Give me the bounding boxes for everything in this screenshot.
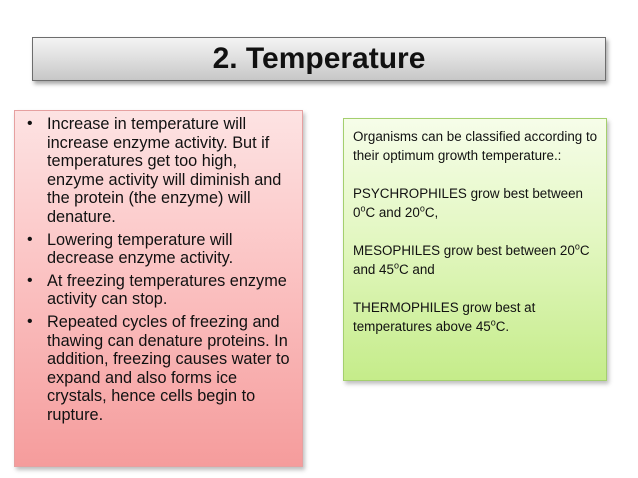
- bullet-icon: •: [27, 115, 33, 132]
- bullet-text: Increase in temperature will increase en…: [47, 115, 282, 226]
- degree-superscript: o: [490, 317, 496, 328]
- degree-superscript: o: [393, 260, 399, 271]
- right-text-panel: Organisms can be classified according to…: [343, 118, 607, 381]
- thermophiles-text-a: THERMOPHILES grow best at temperatures a…: [353, 300, 536, 334]
- psychrophiles-text-b: C and 20: [365, 205, 420, 220]
- degree-superscript: o: [419, 203, 425, 214]
- bullet-item: • Increase in temperature will increase …: [23, 115, 296, 227]
- mesophiles-text-b: C and 45: [353, 243, 590, 277]
- bullet-list: • Increase in temperature will increase …: [23, 115, 296, 425]
- bullet-text: At freezing temperatures enzyme activity…: [47, 271, 287, 309]
- mesophiles-line: MESOPHILES grow best between 20oC and 45…: [353, 241, 598, 279]
- thermophiles-line: THERMOPHILES grow best at temperatures a…: [353, 298, 598, 336]
- slide-title-box: 2. Temperature: [32, 37, 606, 81]
- psychrophiles-text-a: PSYCHROPHILES grow best between 0: [353, 186, 583, 220]
- bullet-icon: •: [27, 230, 33, 248]
- mesophiles-text-c: C and: [398, 262, 435, 277]
- degree-superscript: o: [574, 241, 580, 252]
- bullet-text: Repeated cycles of freezing and thawing …: [47, 312, 290, 424]
- slide-title: 2. Temperature: [212, 42, 426, 75]
- bullet-text: Lowering temperature will decrease enzym…: [47, 230, 234, 268]
- psychrophiles-line: PSYCHROPHILES grow best between 0oC and …: [353, 184, 598, 222]
- bullet-item: • At freezing temperatures enzyme activi…: [23, 272, 296, 309]
- mesophiles-text-a: MESOPHILES grow best between 20: [353, 243, 575, 258]
- bullet-item: • Repeated cycles of freezing and thawin…: [23, 313, 296, 425]
- bullet-icon: •: [27, 271, 33, 289]
- thermophiles-text-b: C.: [495, 319, 510, 334]
- bullet-item: • Lowering temperature will decrease enz…: [23, 231, 296, 268]
- classification-intro: Organisms can be classified according to…: [353, 129, 598, 163]
- left-text-panel: • Increase in temperature will increase …: [14, 110, 303, 467]
- psychrophiles-text-c: C,: [424, 205, 439, 220]
- degree-superscript: o: [360, 203, 366, 214]
- bullet-icon: •: [27, 312, 33, 330]
